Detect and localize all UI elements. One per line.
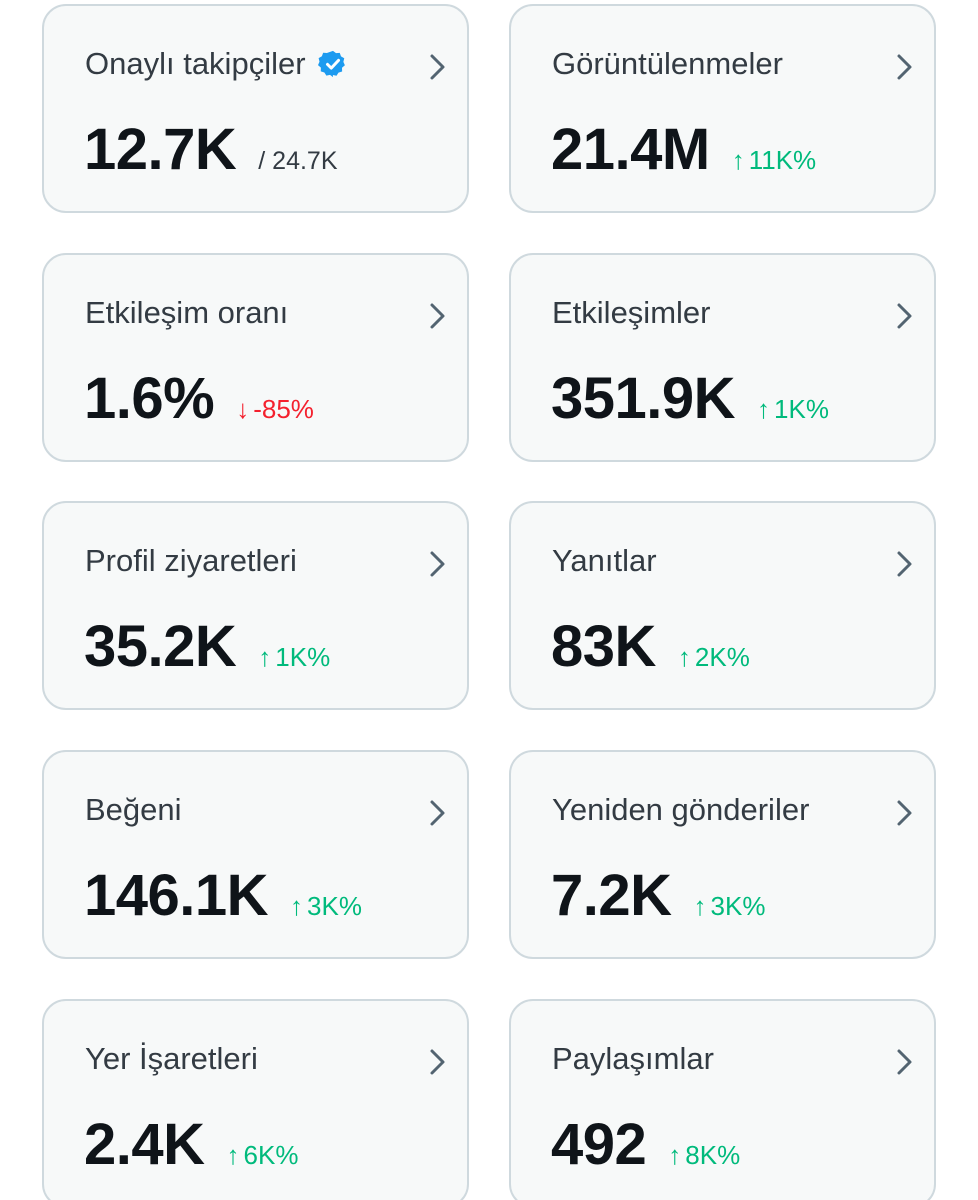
- metric-title-row: Yer İşaretleri: [85, 1041, 258, 1077]
- metric-change: ↓ -85%: [236, 394, 314, 425]
- metric-value: 12.7K: [84, 117, 237, 182]
- metric-value: 146.1K: [84, 863, 269, 928]
- metric-card-verified-followers[interactable]: Onaylı takipçiler 12.7K / 24.7K: [42, 4, 469, 213]
- metric-card-impressions[interactable]: Görüntülenmeler 21.4M ↑ 11K%: [509, 4, 936, 213]
- metric-card-reposts[interactable]: Yeniden gönderiler 7.2K ↑ 3K%: [509, 750, 936, 959]
- chevron-right-icon: [427, 52, 449, 82]
- metric-title-row: Etkileşim oranı: [85, 295, 288, 331]
- metric-title-row: Paylaşımlar: [552, 1041, 714, 1077]
- metric-title-row: Profil ziyaretleri: [85, 543, 297, 579]
- metric-change: ↑ 3K%: [290, 891, 362, 922]
- metric-value-row: 2.4K ↑ 6K%: [84, 1111, 298, 1178]
- metric-change-value: 8K%: [685, 1140, 741, 1170]
- chevron-right-icon: [427, 1047, 449, 1077]
- metric-value: 21.4M: [551, 117, 710, 182]
- metric-value: 492: [551, 1112, 647, 1177]
- chevron-right-icon: [894, 52, 916, 82]
- metric-change: ↑ 11K%: [732, 145, 816, 176]
- arrow-up-icon: ↑: [290, 891, 304, 921]
- chevron-right-icon: [894, 1047, 916, 1077]
- arrow-up-icon: ↑: [757, 394, 771, 424]
- chevron-right-icon: [427, 798, 449, 828]
- metric-title: Paylaşımlar: [552, 1041, 714, 1076]
- metric-change-value: 11K%: [748, 145, 817, 175]
- chevron-right-icon: [427, 549, 449, 579]
- metric-change: ↑ 3K%: [694, 891, 766, 922]
- metric-change: ↑ 2K%: [678, 642, 750, 673]
- arrow-up-icon: ↑: [677, 642, 691, 672]
- chevron-right-icon: [427, 301, 449, 331]
- metric-change: ↑ 8K%: [668, 1140, 740, 1171]
- metric-card-likes[interactable]: Beğeni 146.1K ↑ 3K%: [42, 750, 469, 959]
- metric-card-engagements[interactable]: Etkileşimler 351.9K ↑ 1K%: [509, 253, 936, 462]
- metric-title-row: Yanıtlar: [552, 543, 657, 579]
- metric-change-value: 3K%: [307, 891, 362, 921]
- metric-total: / 24.7K: [258, 147, 338, 175]
- metric-change-value: 3K%: [710, 891, 766, 921]
- metric-value-row: 1.6% ↓ -85%: [84, 365, 314, 432]
- metric-change-value: 1K%: [275, 642, 331, 672]
- metric-title-row: Etkileşimler: [552, 295, 710, 331]
- metric-title-row: Görüntülenmeler: [552, 46, 783, 82]
- metric-title-row: Onaylı takipçiler: [85, 46, 348, 82]
- metric-title: Yanıtlar: [552, 543, 657, 578]
- metric-change-value: 2K%: [694, 642, 750, 672]
- metric-change-value: 1K%: [774, 394, 829, 424]
- arrow-up-icon: ↑: [226, 1140, 240, 1170]
- metric-title: Etkileşim oranı: [85, 295, 289, 330]
- metric-value-row: 7.2K ↑ 3K%: [551, 862, 765, 929]
- metric-title: Beğeni: [85, 792, 182, 827]
- arrow-up-icon: ↑: [693, 891, 707, 921]
- metric-title-row: Beğeni: [85, 792, 182, 828]
- metric-value: 351.9K: [551, 366, 736, 431]
- metric-value-row: 83K ↑ 2K%: [551, 613, 750, 680]
- metric-change: ↑ 6K%: [227, 1140, 299, 1171]
- metric-change-value: -85%: [253, 394, 314, 424]
- metric-change: ↑ 1K%: [258, 642, 330, 673]
- metric-value: 7.2K: [551, 863, 672, 928]
- metric-change-value: 6K%: [243, 1140, 299, 1170]
- arrow-up-icon: ↑: [258, 642, 272, 672]
- metric-value-row: 35.2K ↑ 1K%: [84, 613, 330, 680]
- chevron-right-icon: [894, 549, 916, 579]
- metric-value: 2.4K: [84, 1112, 205, 1177]
- arrow-up-icon: ↑: [731, 145, 745, 175]
- metric-card-profile-visits[interactable]: Profil ziyaretleri 35.2K ↑ 1K%: [42, 501, 469, 710]
- metric-title: Yeniden gönderiler: [552, 792, 810, 827]
- metric-value-row: 146.1K ↑ 3K%: [84, 862, 362, 929]
- metric-value-row: 351.9K ↑ 1K%: [551, 365, 829, 432]
- metric-card-engagement-rate[interactable]: Etkileşim oranı 1.6% ↓ -85%: [42, 253, 469, 462]
- metric-change: ↑ 1K%: [757, 394, 829, 425]
- metric-card-replies[interactable]: Yanıtlar 83K ↑ 2K%: [509, 501, 936, 710]
- metric-title: Onaylı takipçiler: [85, 46, 306, 81]
- metric-title: Profil ziyaretleri: [85, 543, 297, 578]
- metric-title-row: Yeniden gönderiler: [552, 792, 809, 828]
- arrow-down-icon: ↓: [236, 394, 250, 424]
- chevron-right-icon: [894, 798, 916, 828]
- metric-value-row: 12.7K / 24.7K: [84, 116, 338, 183]
- metric-value: 35.2K: [84, 614, 237, 679]
- metric-value-row: 21.4M ↑ 11K%: [551, 116, 816, 183]
- metric-value: 83K: [551, 614, 656, 679]
- chevron-right-icon: [894, 301, 916, 331]
- metric-card-shares[interactable]: Paylaşımlar 492 ↑ 8K%: [509, 999, 936, 1200]
- metric-title: Yer İşaretleri: [85, 1041, 258, 1076]
- metric-title: Etkileşimler: [552, 295, 711, 330]
- metric-title: Görüntülenmeler: [552, 46, 783, 81]
- metric-card-bookmarks[interactable]: Yer İşaretleri 2.4K ↑ 6K%: [42, 999, 469, 1200]
- metric-value: 1.6%: [84, 366, 215, 431]
- arrow-up-icon: ↑: [668, 1140, 682, 1170]
- verified-badge-icon: [317, 49, 348, 79]
- metric-value-row: 492 ↑ 8K%: [551, 1111, 740, 1178]
